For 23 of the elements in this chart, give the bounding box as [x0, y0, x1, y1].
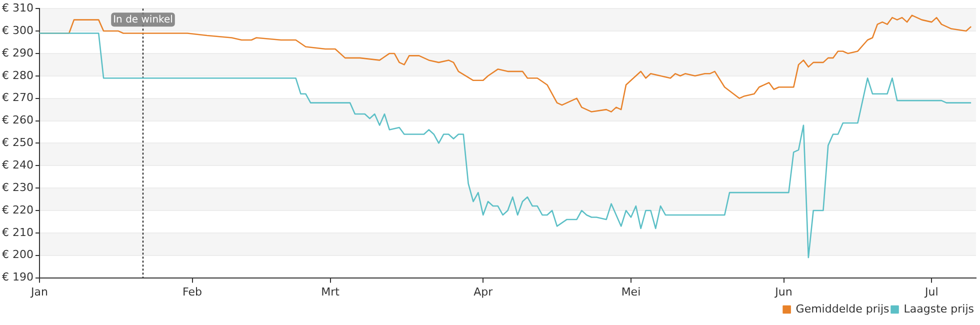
y-tick-label: € 270 — [2, 91, 34, 104]
y-tick-label: € 260 — [2, 114, 34, 127]
y-tick-label: € 290 — [2, 46, 34, 60]
legend-label: Laagste prijs — [904, 302, 974, 316]
y-tick-label: € 280 — [2, 68, 34, 82]
y-tick-label: € 210 — [2, 226, 34, 239]
y-tick-label: € 250 — [2, 136, 34, 150]
y-tick-label: € 310 — [2, 1, 34, 14]
x-tick-label: Jun — [774, 285, 792, 298]
y-tick-label: € 220 — [2, 203, 34, 216]
ref-line-label: In de winkel — [113, 14, 173, 26]
x-tick-label: Jul — [924, 285, 938, 298]
y-tick-label: € 200 — [2, 248, 34, 262]
x-tick-label: Feb — [182, 285, 202, 298]
legend-label: Gemiddelde prijs — [796, 302, 890, 316]
y-tick-label: € 240 — [2, 158, 34, 172]
y-tick-label: € 300 — [2, 24, 34, 37]
x-tick-label: Apr — [474, 285, 494, 298]
y-tick-label: € 190 — [2, 270, 34, 284]
x-tick-label: Mrt — [321, 285, 340, 298]
x-tick-label: Mei — [621, 285, 641, 298]
x-tick-label: Jan — [30, 285, 48, 298]
y-tick-label: € 230 — [2, 180, 34, 194]
